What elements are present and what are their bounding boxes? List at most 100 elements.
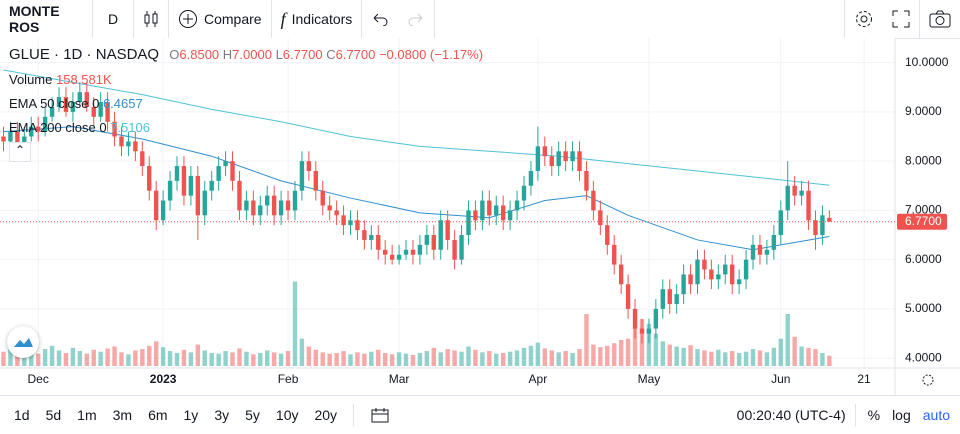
candle-body bbox=[251, 200, 256, 216]
volume-bar bbox=[119, 352, 124, 366]
candle-body bbox=[112, 121, 117, 137]
candle-body bbox=[771, 235, 777, 250]
candle-body bbox=[49, 106, 55, 117]
candle-body bbox=[452, 239, 457, 260]
volume-bar bbox=[278, 353, 284, 366]
volume-bar bbox=[396, 352, 402, 366]
volume-bar bbox=[487, 351, 492, 366]
volume-bar bbox=[140, 349, 145, 366]
range-button[interactable]: 1m bbox=[77, 407, 97, 423]
ema50-value: 6.4657 bbox=[102, 96, 143, 111]
candle-body bbox=[598, 210, 603, 226]
snapshot[interactable] bbox=[920, 10, 960, 28]
log-toggle[interactable]: log bbox=[892, 407, 911, 423]
volume-bar bbox=[660, 341, 665, 366]
candle-body bbox=[466, 210, 471, 236]
volume-bar bbox=[188, 352, 194, 366]
candle-body bbox=[209, 180, 214, 191]
candle-body bbox=[320, 190, 325, 206]
chart-style[interactable] bbox=[134, 10, 168, 28]
volume-bar bbox=[153, 341, 159, 366]
y-tick-label: 8.0000 bbox=[905, 153, 942, 167]
fullscreen[interactable] bbox=[883, 10, 919, 28]
auto-toggle[interactable]: auto bbox=[922, 407, 950, 423]
volume-bar bbox=[181, 349, 187, 366]
volume-bar bbox=[369, 351, 374, 366]
volume-bar bbox=[500, 353, 506, 366]
candle-body bbox=[514, 200, 520, 211]
volume-bar bbox=[459, 351, 464, 366]
volume-bar bbox=[445, 349, 450, 366]
candle-body bbox=[376, 235, 381, 250]
percent-toggle[interactable]: % bbox=[867, 407, 881, 423]
candle-body bbox=[36, 126, 41, 132]
candle-body bbox=[806, 190, 811, 221]
candle-body bbox=[195, 175, 201, 216]
candle-body bbox=[528, 170, 534, 186]
range-button[interactable]: 10y bbox=[275, 407, 299, 423]
candle-body bbox=[473, 210, 478, 221]
volume-bar bbox=[799, 346, 804, 366]
volume-bar bbox=[681, 347, 686, 366]
y-tick-label: 9.0000 bbox=[905, 104, 942, 118]
candle-body bbox=[438, 220, 443, 250]
volume-bar bbox=[820, 353, 825, 366]
goto-date[interactable] bbox=[362, 407, 398, 423]
collapse-legend[interactable]: ⌃ bbox=[9, 142, 31, 162]
range-button[interactable]: 6m bbox=[148, 407, 168, 423]
volume-bar bbox=[209, 353, 214, 366]
candle-body bbox=[500, 205, 506, 221]
volume-bar bbox=[355, 352, 360, 366]
volume-bar bbox=[612, 343, 617, 366]
candle-body bbox=[8, 131, 13, 142]
range-button[interactable]: 20y bbox=[314, 407, 338, 423]
volume-bar bbox=[77, 351, 83, 366]
range-button[interactable]: 1y bbox=[183, 407, 199, 423]
volume-bar bbox=[813, 349, 818, 366]
volume-bar bbox=[320, 352, 325, 366]
volume-bar bbox=[542, 348, 548, 366]
candle-body bbox=[147, 166, 152, 191]
candle-body bbox=[750, 244, 756, 260]
candle-body bbox=[265, 195, 270, 206]
candle-body bbox=[570, 151, 575, 162]
candle-body bbox=[22, 136, 27, 147]
bottom-toolbar: 1d 5d 1m 3m 6m 1y 3y 5y 10y 20y 00:20:40 (UTC-4) … bbox=[0, 395, 960, 434]
candle-body bbox=[42, 116, 48, 132]
compare-button[interactable]: Compare bbox=[169, 9, 271, 29]
redo[interactable] bbox=[398, 12, 434, 26]
candle-body bbox=[764, 249, 770, 255]
volume-bar bbox=[42, 349, 48, 366]
candle-body bbox=[237, 180, 242, 211]
candle-body bbox=[723, 264, 728, 275]
volume-bar bbox=[327, 353, 332, 366]
candle-body bbox=[639, 328, 645, 334]
candle-body bbox=[591, 190, 596, 211]
volume-bar bbox=[160, 347, 166, 366]
candle-body bbox=[119, 136, 124, 147]
candle-body bbox=[396, 254, 402, 260]
volume-bar bbox=[827, 355, 832, 366]
volume-bar bbox=[723, 352, 728, 366]
logo[interactable] bbox=[7, 326, 39, 358]
range-button[interactable]: 3m bbox=[112, 407, 133, 423]
candle-body bbox=[258, 205, 263, 216]
range-button[interactable]: 1d bbox=[14, 407, 30, 423]
volume-bar bbox=[473, 349, 478, 366]
settings[interactable] bbox=[845, 9, 883, 29]
top-toolbar: MONTE ROS D Compare f Indicators bbox=[0, 0, 960, 39]
range-button[interactable]: 3y bbox=[214, 407, 230, 423]
range-button[interactable]: 5d bbox=[45, 407, 62, 423]
range-button[interactable]: 5y bbox=[245, 407, 260, 423]
undo[interactable] bbox=[362, 12, 398, 26]
x-tick-label: May bbox=[638, 372, 661, 386]
volume-bar bbox=[285, 351, 291, 366]
candle-body bbox=[549, 156, 554, 167]
volume-bar bbox=[598, 347, 603, 366]
candle-body bbox=[730, 264, 735, 285]
indicators-button[interactable]: f Indicators bbox=[280, 8, 353, 29]
legend-header: GLUE · 1D · NASDAQ O6.8500 H7.0000 L6.77… bbox=[9, 46, 484, 63]
candle-body bbox=[84, 92, 89, 107]
interval[interactable]: D bbox=[107, 11, 119, 27]
symbol-search[interactable]: MONTE ROS bbox=[9, 3, 60, 35]
